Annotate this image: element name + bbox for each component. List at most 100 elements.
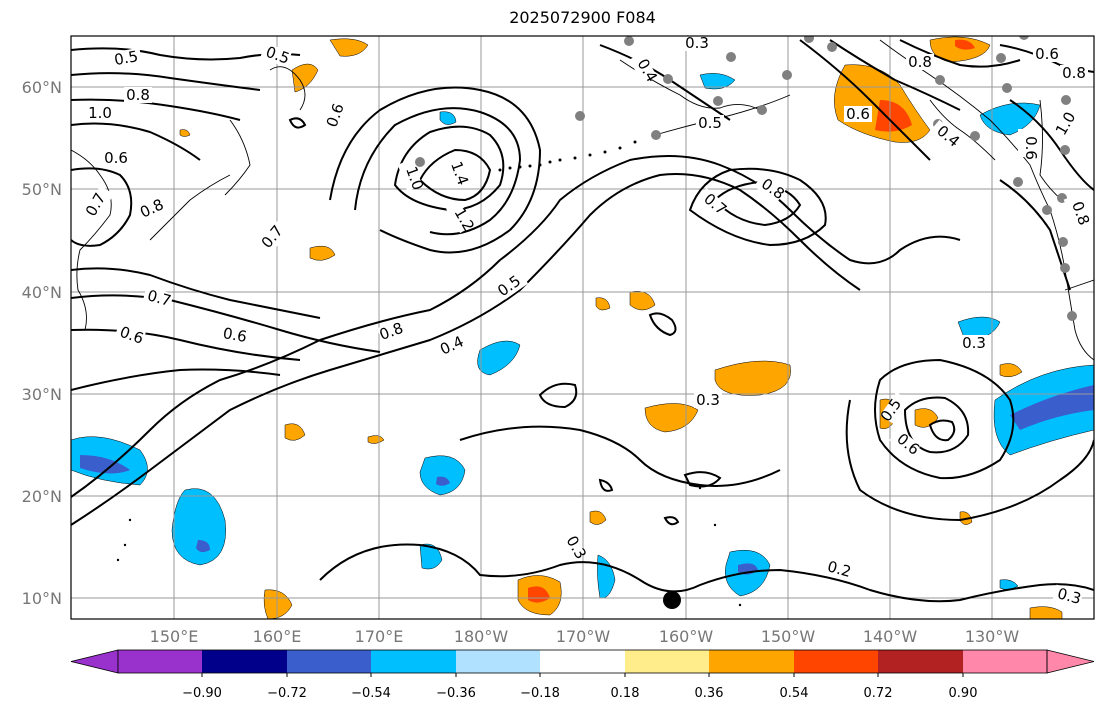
- contour-label-background: [629, 51, 657, 85]
- longitude-label: 150°W: [761, 627, 816, 646]
- colorbar-frame: [117, 649, 1048, 674]
- colorbar-segment: [118, 650, 202, 673]
- contour-label: 0.3: [696, 391, 720, 409]
- colorbar-segment: [963, 650, 1047, 673]
- positive-anomaly-region: [999, 363, 1023, 378]
- negative-anomaly-region: [1010, 385, 1094, 430]
- contour-label: 0.8: [126, 86, 150, 104]
- marker-point: [663, 591, 681, 609]
- contour-label-background: [446, 200, 474, 234]
- contour-label: 0.7: [145, 286, 173, 310]
- negative-anomaly-region: [699, 73, 736, 90]
- contour-label-background: [437, 331, 471, 359]
- gridlines: [71, 36, 1094, 619]
- contour-label-background: [1018, 129, 1034, 157]
- positive-anomaly-region: [309, 245, 336, 261]
- contour-label: 0.6: [104, 149, 128, 167]
- negative-anomaly-region: [439, 111, 457, 125]
- contour-label: 0.6: [1035, 45, 1059, 63]
- contour-label-background: [86, 185, 114, 219]
- negative-anomaly-region: [419, 455, 466, 496]
- contour-label: 0.2: [825, 557, 853, 581]
- positive-anomaly-region: [291, 63, 319, 93]
- contour-label-background: [111, 47, 143, 69]
- colorbar-tick-label: 0.90: [949, 686, 978, 701]
- contour-label: 0.6: [222, 324, 249, 346]
- station-markers: [415, 36, 1077, 321]
- longitude-label: 160°E: [253, 627, 302, 646]
- contour-label-background: [137, 194, 171, 222]
- contour-label: 1.0: [88, 104, 112, 122]
- contour-label-background: [1052, 584, 1084, 608]
- positive-anomaly-region: [1029, 606, 1063, 619]
- contour-label: 0.3: [1055, 584, 1083, 608]
- colorbar-tick-label: 0.36: [695, 686, 724, 701]
- colorbar-segment: [625, 650, 709, 673]
- contour-label-background: [960, 335, 988, 351]
- contour-label-background: [327, 96, 353, 128]
- contour-label-background: [86, 105, 114, 121]
- contour-label-background: [683, 36, 711, 51]
- longitude-label: 140°W: [863, 627, 918, 646]
- positive-anomaly-region: [595, 297, 611, 311]
- contour-label-background: [1060, 65, 1088, 81]
- positive-anomaly-region: [714, 360, 791, 396]
- positive-anomaly-region: [955, 39, 975, 50]
- aleutian-islands: [116, 140, 742, 607]
- contour-label: 0.5: [698, 114, 722, 132]
- contour-label: 0.8: [908, 53, 932, 71]
- negative-anomaly-region: [999, 579, 1019, 590]
- colorbar-segment: [878, 650, 963, 673]
- colorbar-extension-high: [1046, 649, 1095, 674]
- contour-label-background: [753, 173, 787, 203]
- longitude-label: 180°W: [454, 627, 509, 646]
- contour-label: 0.6: [846, 105, 870, 123]
- contour-label-background: [442, 154, 468, 186]
- positive-anomaly-region: [589, 510, 607, 525]
- contour-label-background: [1063, 194, 1089, 226]
- longitude-label: 160°W: [659, 627, 714, 646]
- contour-label-background: [696, 115, 724, 131]
- negative-anomaly-region: [477, 340, 521, 376]
- colorbar-tick-label: 0.54: [780, 686, 809, 701]
- contour-label: 0.8: [1062, 64, 1086, 82]
- contour-label-background: [495, 270, 529, 300]
- negative-anomaly-region: [597, 554, 616, 599]
- positive-anomaly-region: [284, 423, 306, 441]
- longitude-labels: 150°E 160°E 170°E 180°W 170°W 160°W 150°W 140°W…: [150, 627, 1020, 646]
- positive-anomaly-region: [263, 589, 293, 619]
- longitude-label: 170°E: [355, 627, 404, 646]
- contour-label-background: [822, 557, 854, 581]
- contour-label: 0.6: [1022, 136, 1040, 160]
- latitude-label: 50°N: [22, 180, 62, 199]
- positive-anomaly-region: [875, 100, 912, 132]
- contour-label-background: [906, 54, 934, 70]
- latitude-label: 10°N: [22, 589, 62, 608]
- contour-label-background: [377, 318, 409, 344]
- contour-label-background: [102, 150, 130, 166]
- contour-label-background: [844, 106, 872, 122]
- contour-label-background: [558, 528, 586, 562]
- contour-label-background: [142, 286, 174, 310]
- map-title: 2025072900 F084: [509, 8, 656, 27]
- contour-label-background: [880, 391, 910, 425]
- colorbar-extension-low: [70, 649, 119, 674]
- contour-label-background: [889, 427, 921, 459]
- colorbar: [70, 649, 1095, 674]
- positive-anomaly-region: [329, 38, 369, 57]
- colorbar-segment: [709, 650, 794, 673]
- contour-label-background: [696, 187, 728, 219]
- negative-anomaly-region: [419, 543, 443, 570]
- colorbar-tick-label: −0.90: [182, 686, 222, 701]
- contour-label-background: [1033, 46, 1061, 62]
- colorbar-segment: [794, 650, 878, 673]
- contour-label-background: [694, 392, 722, 408]
- positive-anomaly-region: [528, 586, 550, 603]
- colorbar-segment: [371, 650, 456, 673]
- colorbar-segment: [540, 650, 625, 673]
- contour-label-background: [124, 87, 152, 103]
- contour-label-background: [114, 322, 146, 348]
- positive-anomaly-region: [367, 435, 385, 444]
- colorbar-tick-label: 0.18: [611, 686, 640, 701]
